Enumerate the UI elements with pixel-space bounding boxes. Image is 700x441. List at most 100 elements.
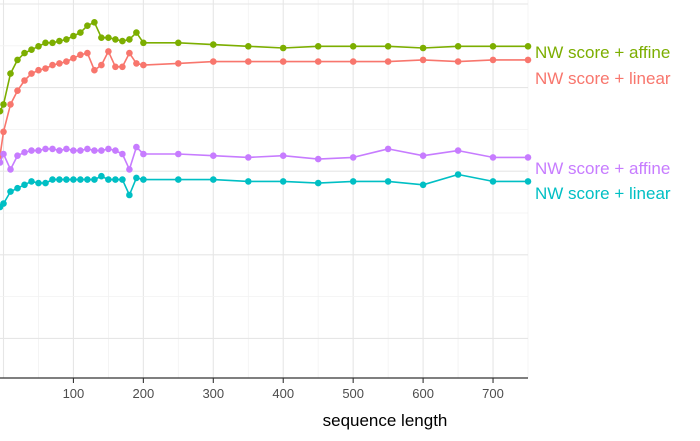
data-point [126, 166, 133, 173]
data-point [105, 34, 112, 41]
data-point [419, 44, 427, 52]
data-point [454, 43, 462, 50]
data-point [21, 181, 28, 189]
data-point [140, 61, 147, 69]
x-axis-ticks: 100 200 300 400 500 600 700 [63, 378, 504, 401]
series-label: NW score + affine [535, 43, 670, 62]
data-point [91, 147, 98, 154]
data-point [49, 145, 56, 153]
data-point [42, 145, 49, 153]
data-point [119, 63, 126, 71]
data-point [56, 37, 63, 45]
data-point [28, 70, 35, 77]
data-point [56, 176, 63, 183]
data-point [28, 178, 35, 185]
data-point [314, 43, 322, 50]
data-point [7, 166, 14, 173]
x-tick-label: 200 [133, 386, 155, 401]
data-point [524, 178, 532, 185]
data-point [133, 143, 140, 151]
data-point [84, 49, 91, 57]
data-point [454, 171, 462, 178]
data-point [21, 49, 28, 57]
data-point [49, 176, 56, 183]
data-point [126, 49, 133, 57]
data-point [210, 41, 217, 48]
data-point [14, 56, 21, 64]
data-point [63, 36, 70, 43]
data-point [454, 58, 462, 65]
data-point [56, 147, 63, 154]
data-point [210, 152, 217, 159]
data-point [49, 39, 56, 47]
data-point [105, 145, 112, 153]
x-tick-label: 500 [342, 386, 364, 401]
data-point [454, 147, 462, 154]
plot-background [0, 0, 528, 378]
data-point [279, 58, 287, 65]
data-point [14, 184, 21, 192]
data-point [133, 29, 140, 36]
data-point [35, 66, 42, 74]
data-point [98, 34, 105, 41]
data-point [419, 56, 427, 64]
data-point [384, 58, 392, 65]
x-tick-label: 700 [482, 386, 504, 401]
data-point [245, 154, 252, 161]
data-point [0, 128, 7, 136]
data-point [419, 152, 427, 159]
data-point [119, 150, 126, 158]
data-point [105, 48, 112, 55]
data-point [133, 60, 140, 67]
data-point [119, 176, 126, 183]
series-3 [0, 143, 532, 173]
data-point [98, 147, 105, 154]
data-point [489, 154, 497, 161]
series-label: NW score + affine [535, 159, 670, 178]
data-point [42, 65, 49, 72]
data-point [70, 176, 77, 183]
data-point [77, 29, 84, 36]
x-axis-title: sequence length [323, 411, 448, 430]
data-point [84, 176, 91, 183]
data-point [279, 178, 287, 185]
data-point [84, 145, 91, 153]
data-point [70, 54, 77, 62]
data-point [63, 58, 70, 65]
data-point [126, 191, 133, 199]
data-point [112, 147, 119, 154]
series-labels: NW score + affine NW score + linear NW sco… [535, 43, 671, 203]
series-label: NW score + linear [535, 184, 671, 203]
data-point [349, 58, 357, 65]
series-label: NW score + linear [535, 69, 671, 88]
data-point [91, 176, 98, 183]
data-point [245, 58, 252, 65]
data-point [70, 147, 77, 154]
data-point [7, 70, 14, 77]
data-point [489, 56, 497, 64]
data-point [98, 172, 105, 180]
data-point [419, 181, 427, 189]
data-point [175, 60, 182, 67]
series-2 [0, 48, 532, 159]
data-point [349, 154, 357, 161]
data-point [77, 147, 84, 154]
data-point [314, 155, 322, 163]
data-point [35, 43, 42, 50]
data-point [63, 145, 70, 153]
x-tick-label: 100 [63, 386, 85, 401]
data-point [245, 43, 252, 50]
data-point [21, 77, 28, 84]
data-point [245, 178, 252, 185]
series-1 [0, 19, 532, 115]
data-point [210, 176, 217, 183]
data-point [126, 36, 133, 43]
data-point [140, 150, 147, 158]
data-point [77, 51, 84, 59]
data-point [489, 43, 497, 50]
data-point [56, 60, 63, 67]
data-point [384, 178, 392, 185]
data-point [133, 174, 140, 182]
data-point [28, 46, 35, 53]
